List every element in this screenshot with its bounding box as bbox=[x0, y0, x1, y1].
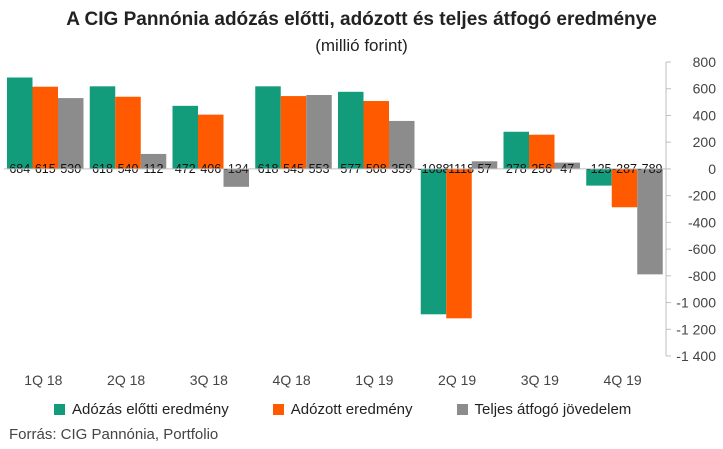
y-tick-label: -1 200 bbox=[676, 321, 716, 337]
chart-legend: Adózás előtti eredmény Adózott eredmény … bbox=[54, 401, 675, 418]
x-tick-label: 1Q 18 bbox=[24, 372, 62, 388]
x-tick-label: 3Q 19 bbox=[521, 372, 559, 388]
bar-s0-5 bbox=[420, 168, 447, 315]
x-tick-label: 4Q 18 bbox=[273, 372, 311, 388]
y-tick-label: 600 bbox=[693, 81, 717, 97]
bar-s2-1 bbox=[140, 153, 167, 169]
bar-s1-6 bbox=[529, 134, 555, 169]
y-tick-label: -800 bbox=[688, 268, 716, 284]
legend-label-aftertax: Adózott eredmény bbox=[290, 401, 413, 418]
bar-s2-0 bbox=[58, 98, 84, 169]
bar-s1-1 bbox=[115, 96, 141, 169]
x-tick-label: 4Q 19 bbox=[604, 372, 642, 388]
bar-s2-5 bbox=[471, 161, 498, 169]
legend-swatch-aftertax bbox=[272, 404, 284, 415]
legend-item-aftertax: Adózott eredmény bbox=[272, 401, 413, 418]
bar-s0-4 bbox=[338, 91, 364, 169]
bar-s1-3 bbox=[280, 96, 307, 169]
y-tick-label: -400 bbox=[688, 214, 716, 230]
y-tick-label: -200 bbox=[688, 188, 716, 204]
bar-s0-3 bbox=[255, 86, 281, 169]
legend-label-comprehensive: Teljes átfogó jövedelem bbox=[474, 401, 632, 418]
x-tick-label: 2Q 19 bbox=[438, 372, 476, 388]
bar-s2-7 bbox=[637, 168, 663, 275]
chart-subtitle: (millió forint) bbox=[315, 36, 408, 55]
y-tick-label: -600 bbox=[688, 241, 716, 257]
x-tick-label: 2Q 18 bbox=[107, 372, 145, 388]
bar-s1-7 bbox=[611, 168, 638, 208]
bar-s1-5 bbox=[446, 168, 472, 319]
bar-s0-7 bbox=[586, 168, 612, 186]
y-tick-label: -1 400 bbox=[676, 348, 716, 364]
y-tick-label: 400 bbox=[693, 107, 717, 123]
bar-s2-4 bbox=[389, 120, 415, 169]
bar-s0-2 bbox=[172, 105, 198, 169]
y-tick-label: 0 bbox=[708, 161, 716, 177]
bar-s1-0 bbox=[32, 86, 58, 169]
bar-s0-6 bbox=[503, 131, 529, 169]
legend-item-comprehensive: Teljes átfogó jövedelem bbox=[456, 401, 632, 418]
legend-item-pretax: Adózás előtti eredmény bbox=[54, 401, 229, 418]
bar-s1-4 bbox=[363, 101, 389, 169]
bar-s2-2 bbox=[223, 168, 249, 187]
x-tick-label: 1Q 19 bbox=[355, 372, 393, 388]
legend-swatch-pretax bbox=[54, 404, 65, 415]
bar-s2-6 bbox=[554, 162, 580, 169]
y-tick-label: 800 bbox=[693, 54, 717, 70]
x-tick-label: 3Q 18 bbox=[190, 372, 228, 388]
bar-s2-3 bbox=[306, 95, 332, 169]
y-tick-label: -1 000 bbox=[676, 295, 716, 311]
bar-s0-1 bbox=[89, 86, 116, 169]
bar-s0-0 bbox=[7, 77, 33, 169]
source-note: Forrás: CIG Pannónia, Portfolio bbox=[9, 426, 219, 443]
legend-swatch-comprehensive bbox=[456, 404, 468, 415]
legend-label-pretax: Adózás előtti eredmény bbox=[72, 401, 229, 418]
bar-s1-2 bbox=[198, 114, 224, 169]
chart-title: A CIG Pannónia adózás előtti, adózott és… bbox=[66, 9, 657, 30]
y-tick-label: 200 bbox=[693, 134, 717, 150]
